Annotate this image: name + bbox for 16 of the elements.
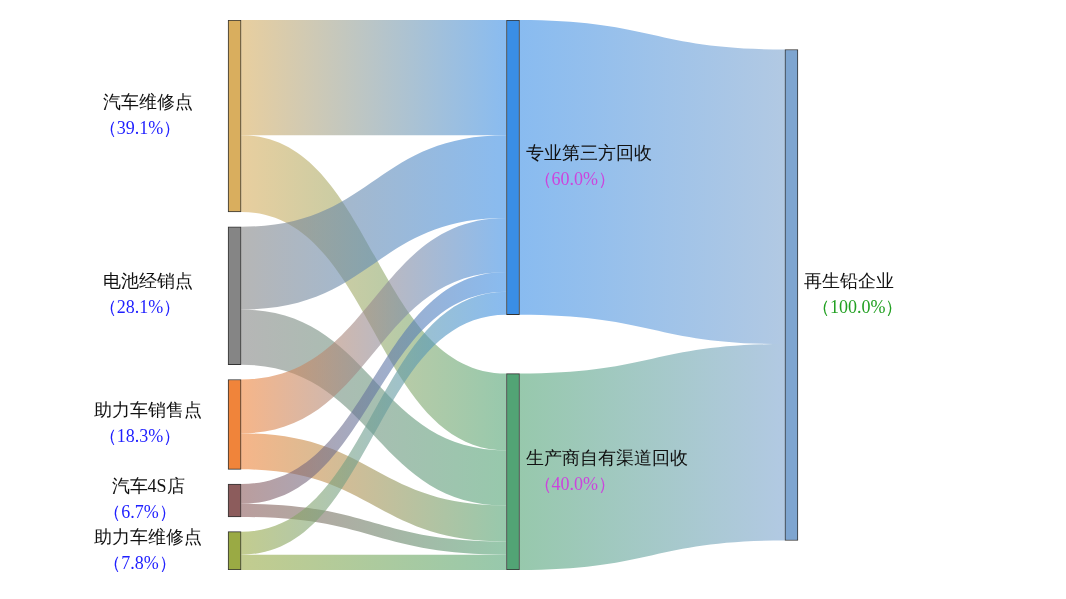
data-label: （7.8%） xyxy=(103,552,177,573)
category-label: 助力车维修点 xyxy=(94,526,203,547)
data-label: （100.0%） xyxy=(811,296,904,317)
category-label: 生产商自有渠道回收 xyxy=(525,447,688,468)
category-label: 汽车4S店 xyxy=(111,476,185,497)
data-label: （60.0%） xyxy=(533,169,616,190)
category-label: 专业第三方回收 xyxy=(525,143,652,164)
category-label: 助力车销售点 xyxy=(94,400,203,421)
data-label: （40.0%） xyxy=(533,473,616,494)
category-label: 电池经销点 xyxy=(103,271,194,292)
category-label: 汽车维修点 xyxy=(103,91,194,112)
data-label: （18.3%） xyxy=(98,426,182,447)
data-label: （6.7%） xyxy=(103,502,177,523)
data-label: （28.1%） xyxy=(98,297,182,318)
category-label: 再生铅企业 xyxy=(803,270,894,291)
data-label: （39.1%） xyxy=(98,117,182,138)
